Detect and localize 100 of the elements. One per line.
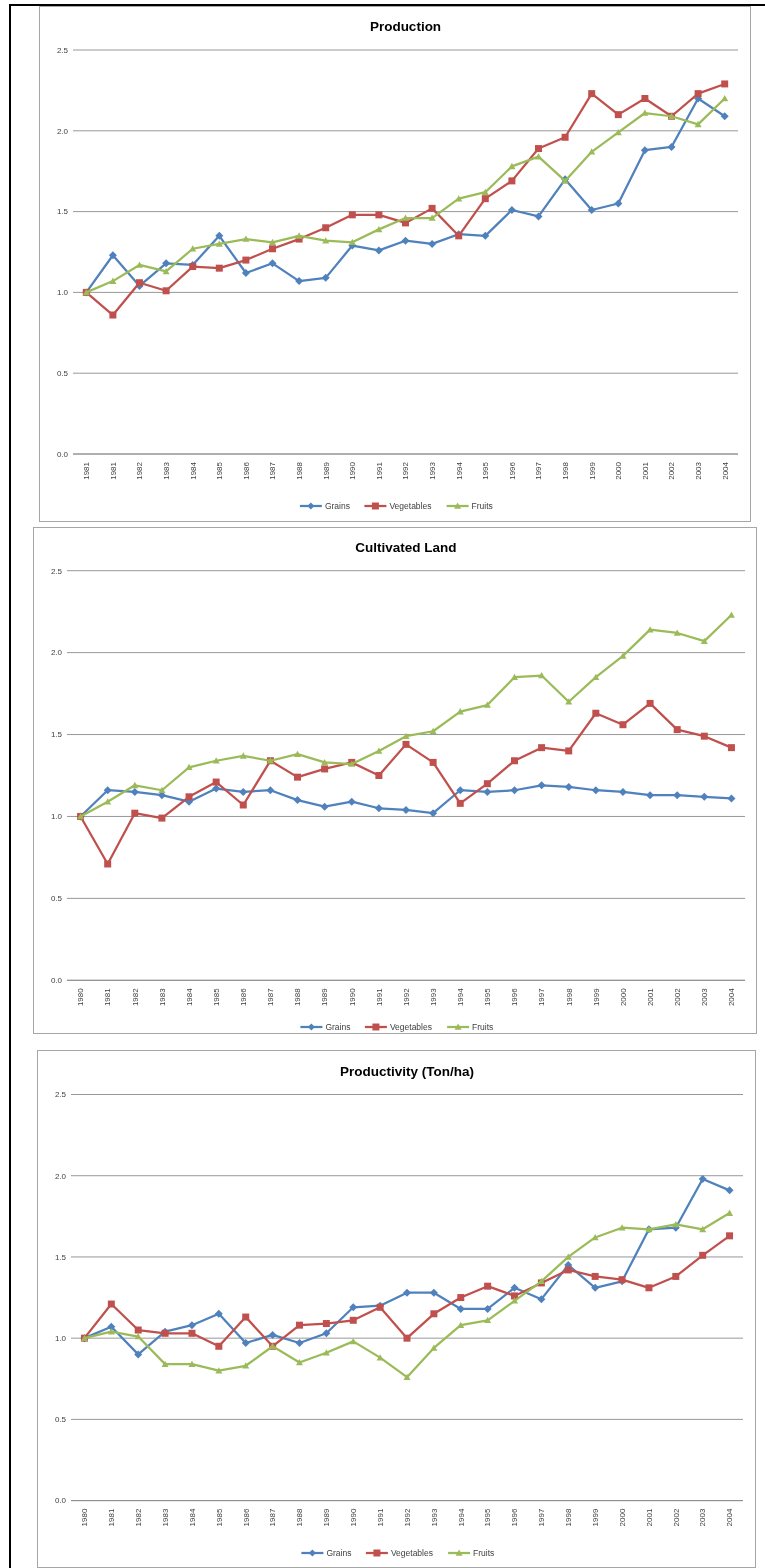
- x-tick-label: 2004: [727, 987, 737, 1007]
- x-tick-label: 1999: [590, 1508, 600, 1527]
- x-tick-label: 1992: [402, 1508, 412, 1527]
- y-tick-label: 1.5: [56, 207, 69, 217]
- legend-label: Fruits: [473, 1547, 495, 1558]
- x-tick-label: 1980: [76, 987, 86, 1007]
- x-tick-label: 1991: [374, 987, 384, 1007]
- x-tick-label: 1993: [429, 1508, 439, 1527]
- x-tick-label: 1996: [510, 1508, 520, 1527]
- legend-label: Grains: [324, 500, 350, 511]
- y-tick-label: 0.0: [56, 449, 69, 459]
- legend-label: Fruits: [471, 500, 493, 511]
- x-tick-label: 1997: [537, 987, 547, 1007]
- x-tick-label: 2003: [700, 987, 710, 1007]
- y-tick-label: 2.5: [50, 566, 63, 576]
- legend-label: Fruits: [472, 1021, 494, 1032]
- x-tick-label: 1981: [103, 987, 113, 1007]
- x-tick-label: 1987: [268, 461, 278, 480]
- y-tick-label: 1.0: [56, 288, 69, 298]
- legend-label: Grains: [325, 1021, 351, 1032]
- x-tick-label: 1988: [294, 461, 304, 480]
- x-tick-label: 1992: [401, 987, 411, 1007]
- x-tick-label: 1993: [428, 987, 438, 1007]
- y-tick-label: 0.5: [50, 894, 63, 904]
- x-tick-label: 1998: [564, 987, 574, 1007]
- x-tick-label: 2004: [720, 461, 730, 480]
- x-tick-label: 1983: [161, 461, 171, 480]
- x-tick-label: 1983: [160, 1508, 170, 1527]
- x-tick-label: 1987: [266, 987, 276, 1007]
- legend-label: Vegetables: [389, 500, 432, 511]
- y-tick-label: 1.0: [50, 812, 63, 822]
- x-tick-label: 1986: [239, 987, 249, 1007]
- chart-title: Production: [369, 19, 442, 34]
- x-tick-label: 1989: [320, 987, 330, 1007]
- x-tick-label: 1985: [215, 461, 225, 480]
- x-tick-label: 1986: [241, 1508, 251, 1527]
- y-tick-label: 2.0: [50, 648, 63, 658]
- x-tick-label: 2000: [618, 987, 628, 1007]
- x-tick-label: 1988: [293, 987, 303, 1007]
- x-tick-label: 1981: [108, 461, 118, 480]
- x-tick-label: 2000: [614, 461, 624, 480]
- x-tick-label: 2002: [673, 987, 682, 1007]
- x-tick-label: 1999: [587, 461, 597, 480]
- y-tick-label: 2.5: [56, 45, 69, 55]
- x-tick-label: 1998: [560, 461, 570, 480]
- x-tick-label: 1990: [349, 1508, 359, 1527]
- x-tick-label: 1993: [427, 461, 437, 480]
- x-tick-label: 1985: [214, 1508, 224, 1527]
- x-tick-label: 1994: [454, 461, 464, 480]
- x-tick-label: 1991: [374, 461, 384, 480]
- x-tick-label: 1995: [483, 987, 493, 1007]
- x-tick-label: 1984: [184, 987, 194, 1007]
- y-tick-label: 1.5: [54, 1252, 67, 1262]
- x-tick-label: 1999: [591, 987, 601, 1007]
- x-tick-label: 1980: [80, 1508, 90, 1527]
- x-tick-label: 1989: [321, 461, 331, 480]
- legend-label: Vegetables: [390, 1547, 433, 1558]
- y-tick-label: 2.5: [54, 1090, 67, 1100]
- legend-label: Grains: [326, 1547, 352, 1558]
- x-tick-label: 1981: [107, 1508, 117, 1527]
- x-tick-label: 2000: [617, 1508, 627, 1527]
- x-tick-label: 2002: [671, 1508, 681, 1527]
- legend-label: Vegetables: [389, 1021, 432, 1032]
- chart-title: Productivity (Ton/ha): [340, 1063, 474, 1079]
- x-tick-label: 1994: [456, 1508, 466, 1527]
- x-tick-label: 2001: [640, 461, 650, 480]
- x-tick-label: 1997: [534, 461, 544, 480]
- x-tick-label: 1994: [456, 987, 466, 1007]
- y-tick-label: 2.0: [54, 1171, 67, 1181]
- x-tick-label: 1997: [537, 1508, 547, 1527]
- x-tick-label: 1981: [82, 461, 92, 480]
- y-tick-label: 0.0: [50, 976, 63, 986]
- x-tick-label: 2004: [725, 1508, 735, 1527]
- x-tick-label: 1992: [401, 461, 411, 480]
- x-tick-label: 1995: [483, 1508, 493, 1527]
- x-tick-label: 1984: [187, 1508, 197, 1527]
- x-tick-label: 1990: [347, 987, 357, 1007]
- x-tick-label: 1988: [295, 1508, 305, 1527]
- y-tick-label: 0.5: [56, 369, 69, 378]
- x-tick-label: 1982: [130, 987, 140, 1007]
- x-tick-label: 2003: [698, 1508, 708, 1527]
- x-tick-label: 1989: [322, 1508, 332, 1527]
- x-tick-label: 1998: [564, 1508, 574, 1527]
- x-tick-label: 1987: [268, 1508, 278, 1527]
- x-tick-label: 2002: [667, 461, 677, 480]
- y-tick-label: 0.5: [54, 1415, 67, 1425]
- x-tick-label: 1985: [211, 987, 221, 1007]
- x-tick-label: 1996: [507, 461, 517, 480]
- x-tick-label: 1982: [134, 1508, 143, 1527]
- chart-title: Cultivated Land: [355, 540, 457, 555]
- y-tick-label: 1.0: [54, 1333, 67, 1343]
- x-tick-label: 1995: [481, 461, 491, 480]
- x-tick-label: 1991: [375, 1508, 385, 1527]
- x-tick-label: 1984: [188, 461, 198, 480]
- x-tick-label: 1986: [241, 461, 251, 480]
- y-tick-label: 2.0: [56, 126, 69, 136]
- x-tick-label: 2001: [645, 987, 655, 1007]
- x-tick-label: 1990: [348, 461, 358, 480]
- x-tick-label: 1982: [135, 461, 145, 480]
- y-tick-label: 1.5: [50, 730, 63, 740]
